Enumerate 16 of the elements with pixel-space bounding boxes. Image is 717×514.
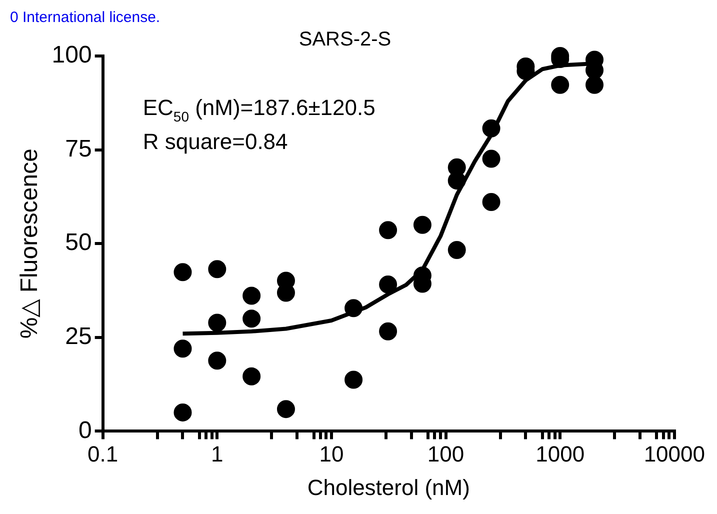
y-tick-label: 100	[52, 42, 92, 69]
y-tick-label: 50	[65, 229, 92, 256]
text: 0 International license.	[10, 9, 160, 26]
x-tick-label: 10	[319, 441, 344, 466]
x-axis-title: Cholesterol (nM)	[307, 474, 470, 500]
y-tick-label: 0	[78, 416, 92, 444]
y-tick-label: 75	[65, 135, 92, 162]
x-tick-label: 1000	[536, 441, 585, 466]
x-tick-label: 100	[427, 441, 464, 466]
annotation: R square=0.84	[142, 129, 288, 154]
y-axis-title: %△ Fluorescence	[16, 148, 44, 339]
x-tick-label: 1	[211, 441, 224, 466]
chart-title: SARS-2-S	[298, 28, 392, 51]
y-tick-label: 25	[65, 323, 92, 350]
x-tick-label: 10000	[644, 441, 706, 466]
x-tick-label: 0.1	[88, 441, 118, 466]
